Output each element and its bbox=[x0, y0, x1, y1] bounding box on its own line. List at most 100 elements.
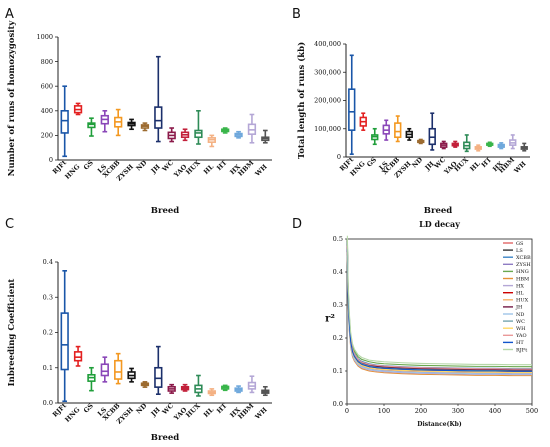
box-hbm bbox=[247, 113, 257, 144]
panel-letter-b: B bbox=[292, 7, 301, 22]
category-label: WH bbox=[253, 163, 269, 179]
box-iqr bbox=[348, 88, 356, 131]
box-hux bbox=[463, 134, 471, 153]
box-gs bbox=[371, 127, 379, 146]
box-rjft bbox=[60, 85, 69, 158]
box-nd bbox=[140, 122, 150, 132]
y-tick-label: 0 bbox=[49, 156, 53, 164]
y-tick-label: 0.2 bbox=[333, 334, 343, 342]
box-hux bbox=[194, 374, 203, 397]
box-hl bbox=[207, 134, 216, 148]
box-hux bbox=[194, 110, 203, 145]
box-wh bbox=[261, 129, 270, 144]
category-label: WH bbox=[253, 406, 269, 422]
legend-label: YAO bbox=[515, 333, 527, 339]
x-tick-label: 200 bbox=[415, 407, 427, 415]
y-tick-label: 400,000 bbox=[314, 40, 341, 48]
y-tick-label: 600 bbox=[41, 82, 53, 90]
category-label: HUX bbox=[184, 158, 202, 176]
y-tick-label: 0.1 bbox=[333, 367, 343, 375]
x-tick-label: 300 bbox=[452, 407, 464, 415]
box-rjft bbox=[60, 270, 69, 403]
legend-label: RJFt bbox=[516, 347, 527, 353]
box-hbm bbox=[247, 375, 257, 394]
box-zysh bbox=[405, 127, 413, 141]
box-xcbb bbox=[114, 352, 123, 385]
category-label: HT bbox=[215, 402, 229, 416]
panel-b-x-axis-title: Breed bbox=[424, 206, 452, 216]
y-tick-label: 0 bbox=[337, 153, 341, 161]
category-label: JH bbox=[149, 406, 162, 419]
box-hng bbox=[73, 345, 83, 367]
panel-d-x-axis-title: Distance(Kb) bbox=[417, 421, 462, 428]
legend-label: HX bbox=[516, 283, 524, 289]
box-zysh bbox=[127, 367, 136, 383]
y-tick-label: 200,000 bbox=[314, 97, 341, 105]
category-label: ND bbox=[135, 402, 149, 416]
y-tick-label: 0.4 bbox=[333, 268, 343, 276]
y-tick-label: 0.0 bbox=[43, 399, 53, 407]
category-label: HBM bbox=[236, 159, 255, 178]
box-iqr bbox=[100, 363, 109, 377]
box-iqr bbox=[60, 312, 69, 371]
panel-letter-d: D bbox=[292, 217, 302, 232]
box-hx bbox=[497, 142, 505, 150]
y-tick-label: 0.2 bbox=[43, 329, 53, 337]
x-tick-label: 400 bbox=[489, 407, 501, 415]
series-line-rjft bbox=[346, 235, 532, 366]
panel-c-y-axis-title: Inbreeding Coefficient bbox=[7, 279, 17, 387]
category-label: ND bbox=[135, 159, 149, 173]
box-nd bbox=[417, 138, 425, 145]
box-yao bbox=[180, 128, 190, 142]
category-label: HT bbox=[215, 159, 229, 173]
box-hng bbox=[73, 102, 83, 116]
legend-label: JH bbox=[515, 305, 523, 311]
category-label: HUX bbox=[184, 401, 202, 419]
category-label: ND bbox=[410, 156, 424, 170]
category-label: HBM bbox=[236, 402, 255, 421]
box-iqr bbox=[87, 122, 96, 129]
category-label: GS bbox=[82, 402, 95, 415]
y-tick-label: 800 bbox=[41, 58, 53, 66]
box-ls bbox=[382, 119, 390, 141]
box-wc bbox=[167, 383, 176, 394]
legend-label: GS bbox=[516, 241, 524, 247]
box-iqr bbox=[394, 122, 402, 139]
box-iqr bbox=[194, 129, 203, 139]
category-label: HL bbox=[202, 162, 216, 176]
plot-frame bbox=[346, 238, 533, 405]
box-iqr bbox=[60, 110, 69, 134]
box-ht bbox=[221, 127, 230, 134]
box-wc bbox=[440, 140, 448, 150]
legend-label: ND bbox=[516, 312, 524, 318]
box-wh bbox=[261, 385, 270, 397]
box-ht bbox=[486, 141, 494, 148]
y-tick-label: 400 bbox=[41, 107, 53, 115]
box-iqr bbox=[154, 366, 163, 388]
y-tick-label: 100,000 bbox=[314, 125, 341, 133]
x-tick-label: 0 bbox=[345, 407, 349, 415]
box-hx bbox=[234, 385, 243, 394]
box-hng bbox=[359, 112, 367, 131]
box-nd bbox=[140, 381, 150, 388]
panel-c-x-axis-title: Breed bbox=[151, 433, 179, 443]
box-jh bbox=[154, 55, 163, 143]
box-hbm bbox=[509, 134, 517, 150]
y-tick-label: 0.1 bbox=[43, 364, 53, 372]
y-tick-label: 1000 bbox=[36, 33, 53, 41]
legend-label: LS bbox=[516, 248, 523, 254]
box-iqr bbox=[114, 359, 123, 380]
legend-label: ZYSH bbox=[516, 262, 531, 268]
panel-b-y-axis-title: Total length of runs (kb) bbox=[296, 42, 307, 159]
box-ls bbox=[100, 110, 109, 133]
box-iqr bbox=[154, 106, 163, 129]
category-label: JH bbox=[149, 163, 162, 176]
x-tick-label: 100 bbox=[378, 407, 390, 415]
category-label: HL bbox=[202, 405, 216, 419]
box-yao bbox=[451, 140, 459, 148]
category-label: GS bbox=[82, 159, 95, 172]
x-tick-label: 500 bbox=[526, 407, 538, 415]
